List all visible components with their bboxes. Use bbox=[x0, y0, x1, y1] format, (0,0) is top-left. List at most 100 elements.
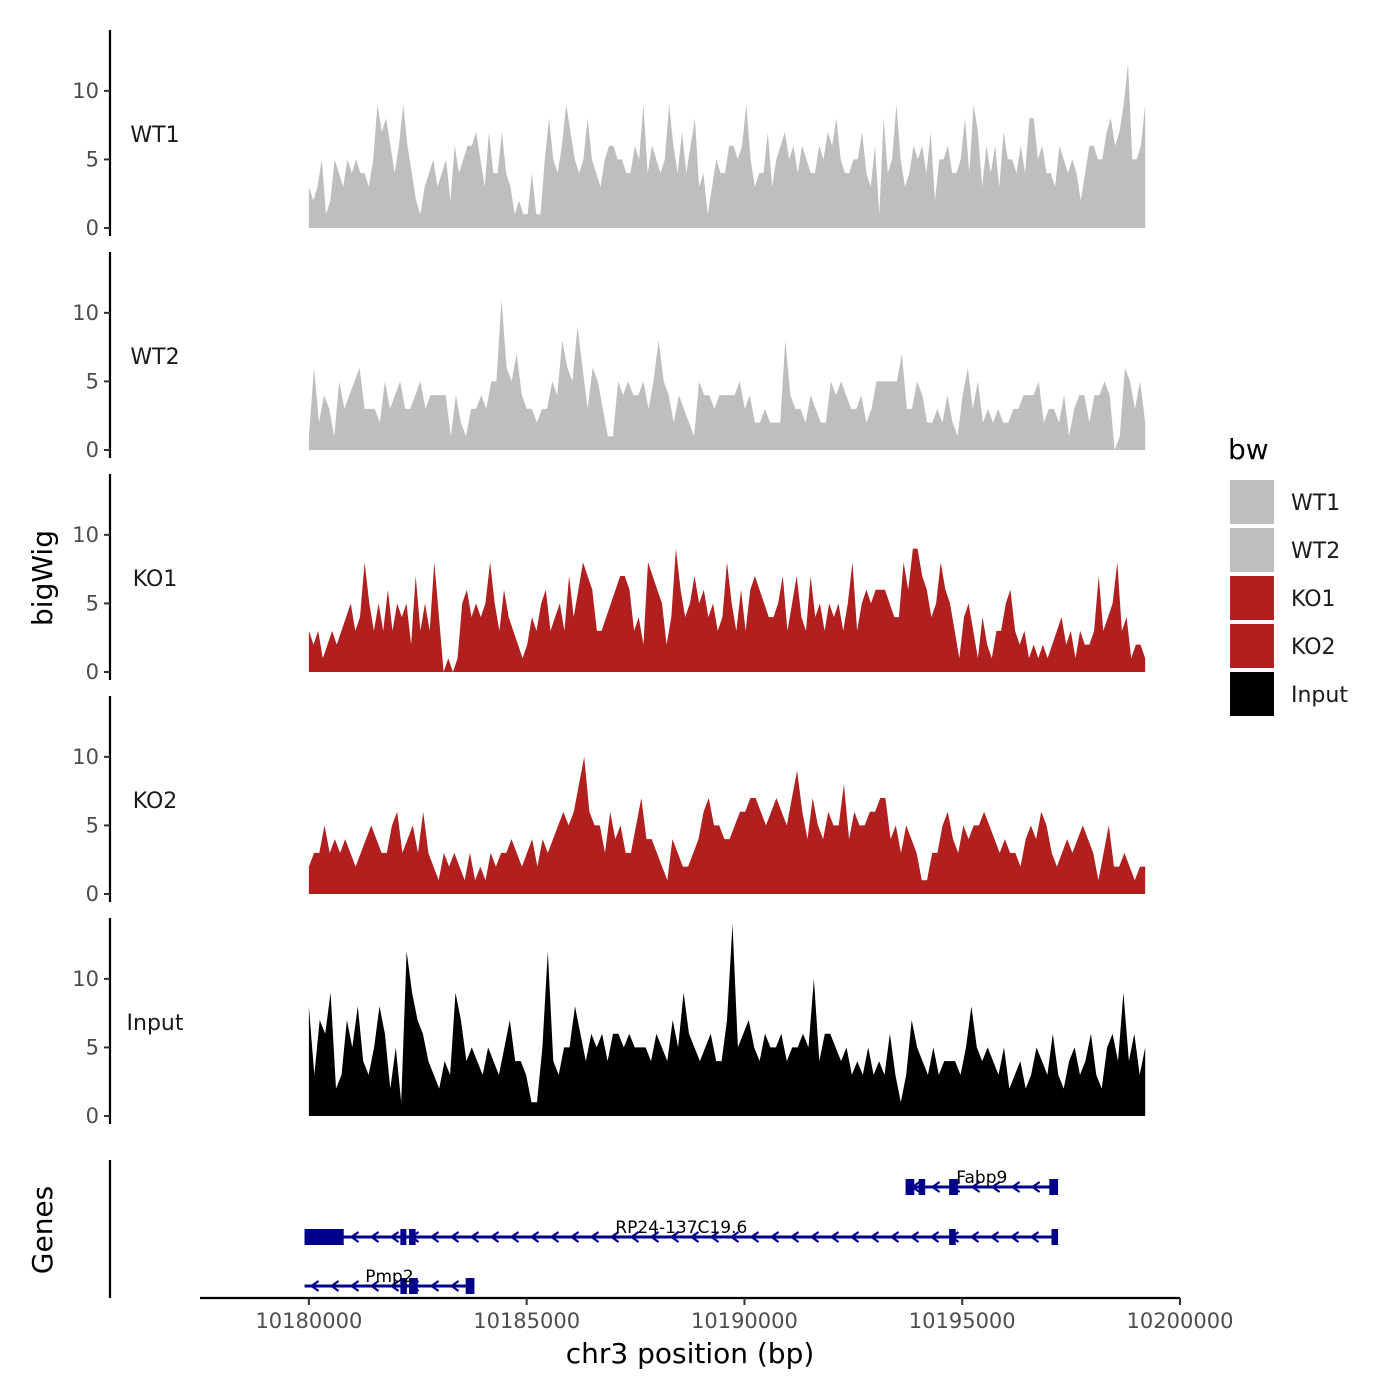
x-tick-label: 10185000 bbox=[473, 1309, 580, 1333]
track-wt2: 0 5 10 WT2 bbox=[72, 252, 1146, 462]
legend-item-ko1: KO1 bbox=[1230, 576, 1336, 620]
strand-arrow bbox=[389, 1280, 400, 1292]
track-ko1: 0 5 10 KO1 bbox=[72, 474, 1146, 684]
x-axis-title: chr3 position (bp) bbox=[566, 1337, 815, 1370]
strand-arrow bbox=[929, 1231, 940, 1243]
strand-arrow bbox=[869, 1231, 880, 1243]
strand-arrow bbox=[649, 1231, 660, 1243]
y-tick-label: 10 bbox=[72, 967, 99, 991]
y-axis-title: bigWig bbox=[26, 530, 59, 626]
y-tick-label: 0 bbox=[86, 1104, 99, 1128]
strand-arrow bbox=[469, 1231, 480, 1243]
y-tick-label: 10 bbox=[72, 79, 99, 103]
strand-arrow bbox=[429, 1280, 440, 1292]
strand-arrow bbox=[729, 1231, 740, 1243]
strand-arrow bbox=[309, 1280, 320, 1292]
strand-arrow bbox=[1009, 1231, 1020, 1243]
strand-arrow bbox=[849, 1231, 860, 1243]
y-tick-label: 10 bbox=[72, 301, 99, 325]
strand-arrow bbox=[549, 1231, 560, 1243]
y-tick-label: 0 bbox=[86, 660, 99, 684]
legend-swatch bbox=[1230, 480, 1274, 524]
y-tick-label: 5 bbox=[86, 1035, 99, 1059]
strand-arrow bbox=[669, 1231, 680, 1243]
legend-swatch bbox=[1230, 672, 1274, 716]
strand-arrow bbox=[629, 1231, 640, 1243]
strand-arrow bbox=[609, 1231, 620, 1243]
legend-item-wt2: WT2 bbox=[1230, 528, 1340, 572]
strand-arrow bbox=[489, 1231, 500, 1243]
exon bbox=[465, 1278, 475, 1294]
x-tick-label: 10200000 bbox=[1127, 1309, 1234, 1333]
x-axis: 10180000 10185000 10190000 10195000 10200000 bbox=[200, 1296, 1234, 1333]
coverage-area-ko1 bbox=[308, 548, 1146, 672]
exon bbox=[949, 1179, 958, 1195]
y-tick-label: 0 bbox=[86, 438, 99, 462]
track-label: KO2 bbox=[133, 789, 178, 814]
exon bbox=[409, 1278, 418, 1294]
strand-arrow bbox=[889, 1231, 900, 1243]
exon bbox=[400, 1229, 407, 1245]
exon bbox=[1049, 1179, 1059, 1195]
strand-arrow bbox=[909, 1231, 920, 1243]
gene-label: RP24-137C19.6 bbox=[615, 1218, 747, 1238]
strand-arrow bbox=[529, 1231, 540, 1243]
strand-arrow bbox=[930, 1181, 941, 1193]
strand-arrow bbox=[769, 1231, 780, 1243]
strand-arrow bbox=[369, 1280, 380, 1292]
strand-arrow bbox=[989, 1231, 1000, 1243]
strand-arrow bbox=[449, 1280, 460, 1292]
track-ko2: 0 5 10 KO2 bbox=[72, 696, 1146, 906]
strand-arrow bbox=[1010, 1181, 1021, 1193]
legend-swatch bbox=[1230, 528, 1274, 572]
strand-arrow bbox=[990, 1181, 1001, 1193]
x-tick-label: 10195000 bbox=[909, 1309, 1016, 1333]
legend-label: KO1 bbox=[1291, 587, 1336, 612]
strand-arrow bbox=[349, 1280, 360, 1292]
legend-item-wt1: WT1 bbox=[1230, 480, 1340, 524]
legend-label: Input bbox=[1291, 683, 1348, 708]
y-tick-label: 0 bbox=[86, 216, 99, 240]
legend-label: WT2 bbox=[1291, 539, 1340, 564]
legend-swatch bbox=[1230, 624, 1274, 668]
strand-arrow bbox=[749, 1231, 760, 1243]
strand-arrow bbox=[569, 1231, 580, 1243]
strand-arrow bbox=[709, 1231, 720, 1243]
strand-arrow bbox=[969, 1231, 980, 1243]
legend: bw WT1 WT2 KO1 KO2 Input bbox=[1228, 433, 1348, 716]
x-tick-label: 10190000 bbox=[691, 1309, 798, 1333]
genes-track: Fabp9 RP24-137C19.6 Pmp2 bbox=[108, 1160, 1059, 1298]
y-tick-label: 10 bbox=[72, 745, 99, 769]
y-tick-label: 10 bbox=[72, 523, 99, 547]
genes-axis-title: Genes bbox=[26, 1186, 59, 1274]
strand-arrow bbox=[329, 1280, 340, 1292]
y-tick-label: 5 bbox=[86, 147, 99, 171]
track-wt1: 0 5 10 WT1 bbox=[72, 30, 1146, 240]
bigwig-tracks: 0 5 10 WT1 0 5 10 WT2 0 5 10 KO1 0 5 10 KO2 0 5 10 Input bbox=[72, 30, 1146, 1128]
exon bbox=[918, 1179, 926, 1195]
strand-arrow bbox=[789, 1231, 800, 1243]
gene-fabp9: Fabp9 bbox=[905, 1168, 1059, 1195]
coverage-area-wt2 bbox=[308, 299, 1146, 450]
strand-arrow bbox=[829, 1231, 840, 1243]
track-input: 0 5 10 Input bbox=[72, 918, 1146, 1128]
gene-rp24-137c19.6: RP24-137C19.6 bbox=[304, 1218, 1059, 1245]
legend-item-input: Input bbox=[1230, 672, 1348, 716]
gene-label: Pmp2 bbox=[365, 1267, 413, 1287]
legend-item-ko2: KO2 bbox=[1230, 624, 1336, 668]
y-tick-label: 0 bbox=[86, 882, 99, 906]
strand-arrow bbox=[509, 1231, 520, 1243]
y-tick-label: 5 bbox=[86, 813, 99, 837]
y-tick-label: 5 bbox=[86, 591, 99, 615]
y-tick-label: 5 bbox=[86, 369, 99, 393]
legend-swatch bbox=[1230, 576, 1274, 620]
coverage-area-input bbox=[308, 924, 1146, 1116]
track-label: KO1 bbox=[133, 567, 178, 592]
exon bbox=[905, 1179, 915, 1195]
track-label: WT2 bbox=[130, 345, 179, 370]
x-tick-label: 10180000 bbox=[255, 1309, 362, 1333]
legend-label: WT1 bbox=[1291, 491, 1340, 516]
exon bbox=[949, 1229, 956, 1245]
strand-arrow bbox=[589, 1231, 600, 1243]
